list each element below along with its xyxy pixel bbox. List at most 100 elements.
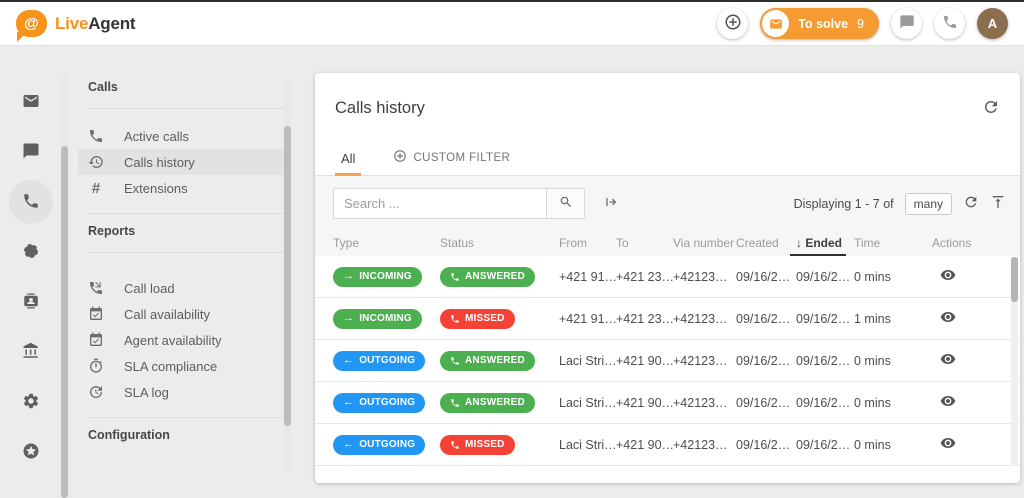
table-row[interactable]: ← OUTGOING MISSED Laci Stri… +421 90… +42… [315,424,1020,466]
cell-ended: 09/16/2… [796,353,851,368]
avatar[interactable]: A [977,8,1008,39]
liveagent-logo[interactable]: @ LiveAgent [16,10,136,42]
tab-label: All [341,151,356,166]
sidebar-customers-button[interactable] [9,280,53,324]
call-type-badge: ← OUTGOING [333,434,426,455]
scrollbar-thumb[interactable] [1011,257,1018,302]
calendar-check-icon [88,332,104,348]
phone-icon [451,440,459,449]
calendar-check-icon [88,306,104,322]
plus-circle-icon [393,149,407,166]
phone-icon [942,14,958,33]
phone-icon [451,356,459,365]
table-row[interactable]: → INCOMING MISSED +421 91… +421 23… +4212… [315,298,1020,340]
cell-to: +421 23… [616,269,673,284]
top-bar: @ LiveAgent To solve 9 A [0,2,1024,46]
search-input[interactable] [334,189,546,218]
view-call-button[interactable] [940,393,956,412]
call-type-badge: ← OUTGOING [333,392,426,413]
sidebar-upgrade-button[interactable] [9,430,53,474]
tab-custom-filter[interactable]: CUSTOM FILTER [387,149,516,175]
logo-agent: Agent [88,13,136,33]
row-count-selector[interactable]: many [904,192,952,215]
table-row[interactable]: ← OUTGOING ANSWERED Laci Stri… +421 90… +… [315,382,1020,424]
cell-created: 09/16/2… [736,311,791,326]
view-call-button[interactable] [940,351,956,370]
menu-item-call-availability[interactable]: Call availability [78,301,291,327]
sort-arrow-down-icon: ↓ [796,235,802,250]
cell-ended: 09/16/2… [796,437,851,452]
scrollbar-thumb[interactable] [284,126,291,426]
search-icon [559,195,573,212]
reports-menu-list: Call load Call availability Agent availa… [88,275,291,405]
view-call-button[interactable] [940,267,956,286]
table-body: → INCOMING ANSWERED +421 91… +421 23… +42… [315,256,1020,466]
view-call-button[interactable] [940,435,956,454]
badge-label: MISSED [465,439,505,450]
to-solve-button[interactable]: To solve 9 [760,8,879,39]
card-header: Calls history [315,73,1020,143]
column-header-status[interactable]: Status [440,235,475,250]
hash-icon: # [91,179,101,197]
column-header-ended[interactable]: ↓ Ended [790,235,854,256]
menu-item-extensions[interactable]: # Extensions [78,175,291,201]
clock-refresh-icon [88,384,104,400]
settings-gear-icon [22,392,40,413]
call-status-badge: MISSED [440,434,515,455]
scrollbar-thumb[interactable] [61,146,68,498]
column-header-via-number[interactable]: Via number [673,235,735,250]
sidebar-billing-button[interactable] [9,330,53,374]
column-header-type[interactable]: Type [333,235,360,250]
call-load-icon [88,280,104,296]
menu-item-sla-compliance[interactable]: SLA compliance [78,353,291,379]
sidebar-automation-button[interactable] [9,230,53,274]
badge-label: ANSWERED [465,355,525,366]
menu-item-calls-history[interactable]: Calls history [78,149,291,175]
badge-label: MISSED [465,313,505,324]
eye-icon [940,435,956,454]
eye-icon [940,267,956,286]
menu-item-label: Agent availability [124,332,222,348]
refresh-button[interactable] [982,98,1000,119]
column-header-created[interactable]: Created [736,235,779,250]
arrow-right-icon: → [343,270,355,282]
cell-to: +421 90… [616,437,673,452]
phone-icon [451,398,459,407]
sidebar-calls-button[interactable] [9,180,53,224]
call-type-badge: → INCOMING [333,266,422,287]
sidebar-chats-button[interactable] [9,130,53,174]
logo-text: LiveAgent [55,13,136,34]
search-button[interactable] [546,189,584,218]
tab-all[interactable]: All [335,151,362,176]
align-top-icon [990,194,1006,213]
add-button[interactable] [717,8,749,39]
sidebar-settings-button[interactable] [9,380,53,424]
menu-item-call-load[interactable]: Call load [78,275,291,301]
column-header-from[interactable]: From [559,235,587,250]
sidebar-tickets-button[interactable] [9,80,53,124]
contact-card-icon [22,292,40,313]
chats-button[interactable] [891,8,922,39]
column-header-to[interactable]: To [616,235,629,250]
stopwatch-icon [88,358,104,374]
eye-icon [940,351,956,370]
calls-button[interactable] [934,8,965,39]
menu-item-sla-log[interactable]: SLA log [78,379,291,405]
cell-via-number: +42123… [673,353,728,368]
call-status-badge: MISSED [440,308,515,329]
content-area: Calls Active calls Calls history # Exten… [0,46,1024,498]
column-label: Ended [805,235,843,250]
table-row[interactable]: ← OUTGOING ANSWERED Laci Stri… +421 90… +… [315,340,1020,382]
menu-item-active-calls[interactable]: Active calls [78,123,291,149]
refresh-list-button[interactable] [963,194,979,213]
view-call-button[interactable] [940,309,956,328]
cell-created: 09/16/2… [736,269,791,284]
cell-via-number: +42123… [673,437,728,452]
jump-to-page-button[interactable] [603,194,619,213]
scroll-to-top-button[interactable] [990,194,1006,213]
cell-created: 09/16/2… [736,353,791,368]
menu-item-agent-availability[interactable]: Agent availability [78,327,291,353]
chat-bubble-icon [899,14,915,33]
table-row[interactable]: → INCOMING ANSWERED +421 91… +421 23… +42… [315,256,1020,298]
column-header-time[interactable]: Time [854,235,881,250]
